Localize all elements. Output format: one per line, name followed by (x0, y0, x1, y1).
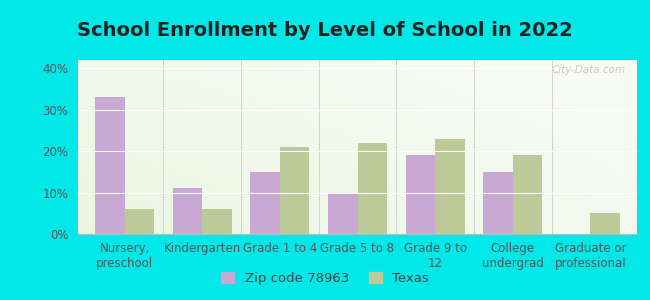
Bar (513, 155, 542, 234)
Bar (358, 143, 387, 234)
Bar (95, 97, 125, 234)
Legend: Zip code 78963, Texas: Zip code 78963, Texas (216, 267, 434, 290)
Bar (125, 209, 154, 234)
Bar (590, 213, 620, 234)
Bar (483, 172, 513, 234)
Bar (406, 155, 435, 234)
Bar (435, 139, 465, 234)
Bar (250, 172, 280, 234)
Bar (328, 193, 358, 234)
Bar (280, 147, 309, 234)
Bar (202, 209, 231, 234)
Text: City-Data.com: City-Data.com (552, 65, 626, 75)
Text: School Enrollment by Level of School in 2022: School Enrollment by Level of School in … (77, 21, 573, 40)
Bar (173, 188, 202, 234)
